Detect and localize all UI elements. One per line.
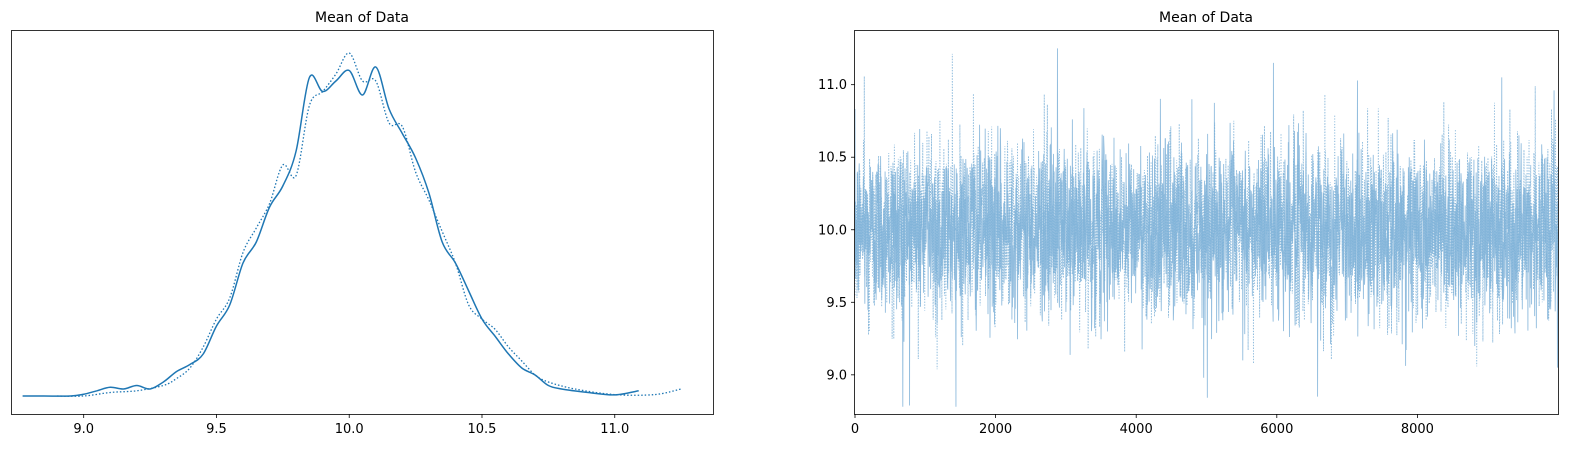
kde-series-solid [22,66,639,397]
trace-panel: Mean of Data 0 2000 4000 6000 8000 9.0 9.5 10.… [818,10,1559,437]
trace-x-axis: 0 2000 4000 6000 8000 [851,414,1434,437]
kde-xtick-label: 9.0 [73,422,94,437]
trace-ytick-label: 9.0 [826,368,847,383]
kde-axes-frame [11,30,714,415]
kde-xtick-label: 10.5 [468,422,497,437]
kde-xtick-label: 11.0 [600,422,629,437]
kde-title: Mean of Data [315,10,409,26]
kde-xtick-label: 10.0 [335,422,364,437]
trace-xtick-label: 0 [851,422,859,437]
kde-x-axis: 9.0 9.5 10.0 10.5 11.0 [73,414,629,437]
trace-ytick-label: 9.5 [826,296,847,311]
trace-xtick-label: 8000 [1401,422,1434,437]
kde-panel: Mean of Data 9.0 9.5 10.0 10.5 11.0 [11,10,714,437]
trace-ytick-label: 10.0 [818,223,847,238]
kde-plot-area [22,52,682,397]
trace-xtick-label: 6000 [1260,422,1293,437]
kde-series-dotted [57,52,682,397]
trace-ytick-label: 10.5 [818,151,847,166]
trace-axes-frame [854,30,1559,415]
trace-ytick-label: 11.0 [818,78,847,93]
trace-xtick-label: 4000 [1120,422,1153,437]
trace-series-dotted [854,53,1559,370]
trace-y-axis: 9.0 9.5 10.0 10.5 11.0 [818,78,855,383]
trace-title: Mean of Data [1159,10,1253,26]
kde-xtick-label: 9.5 [206,422,227,437]
trace-xtick-label: 2000 [979,422,1012,437]
trace-plot-area [854,48,1559,407]
